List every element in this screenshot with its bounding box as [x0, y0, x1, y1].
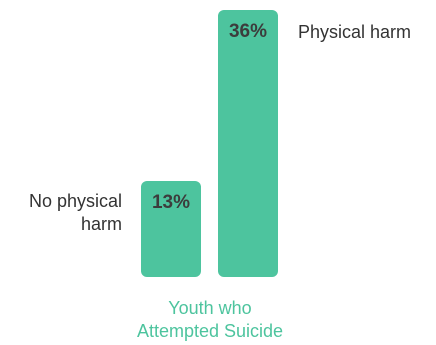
bar-no-physical-harm	[141, 180, 201, 277]
category-label-no-physical-harm: No physical harm	[29, 190, 122, 236]
category-label-line: harm	[80, 214, 122, 234]
category-label-line: No physical	[28, 191, 122, 211]
category-label-physical-harm: Physical harm	[298, 21, 411, 44]
x-axis-label-line: Attempted Suicide	[136, 321, 284, 341]
x-axis-label: Youth who Attempted Suicide	[100, 297, 320, 343]
value-label-physical-harm: 36%	[228, 21, 268, 42]
value-label-no-physical-harm: 13%	[151, 191, 191, 213]
x-axis-label-line: Youth who	[168, 298, 252, 318]
bar-physical-harm	[218, 10, 278, 277]
category-label-line: Physical harm	[298, 22, 412, 42]
